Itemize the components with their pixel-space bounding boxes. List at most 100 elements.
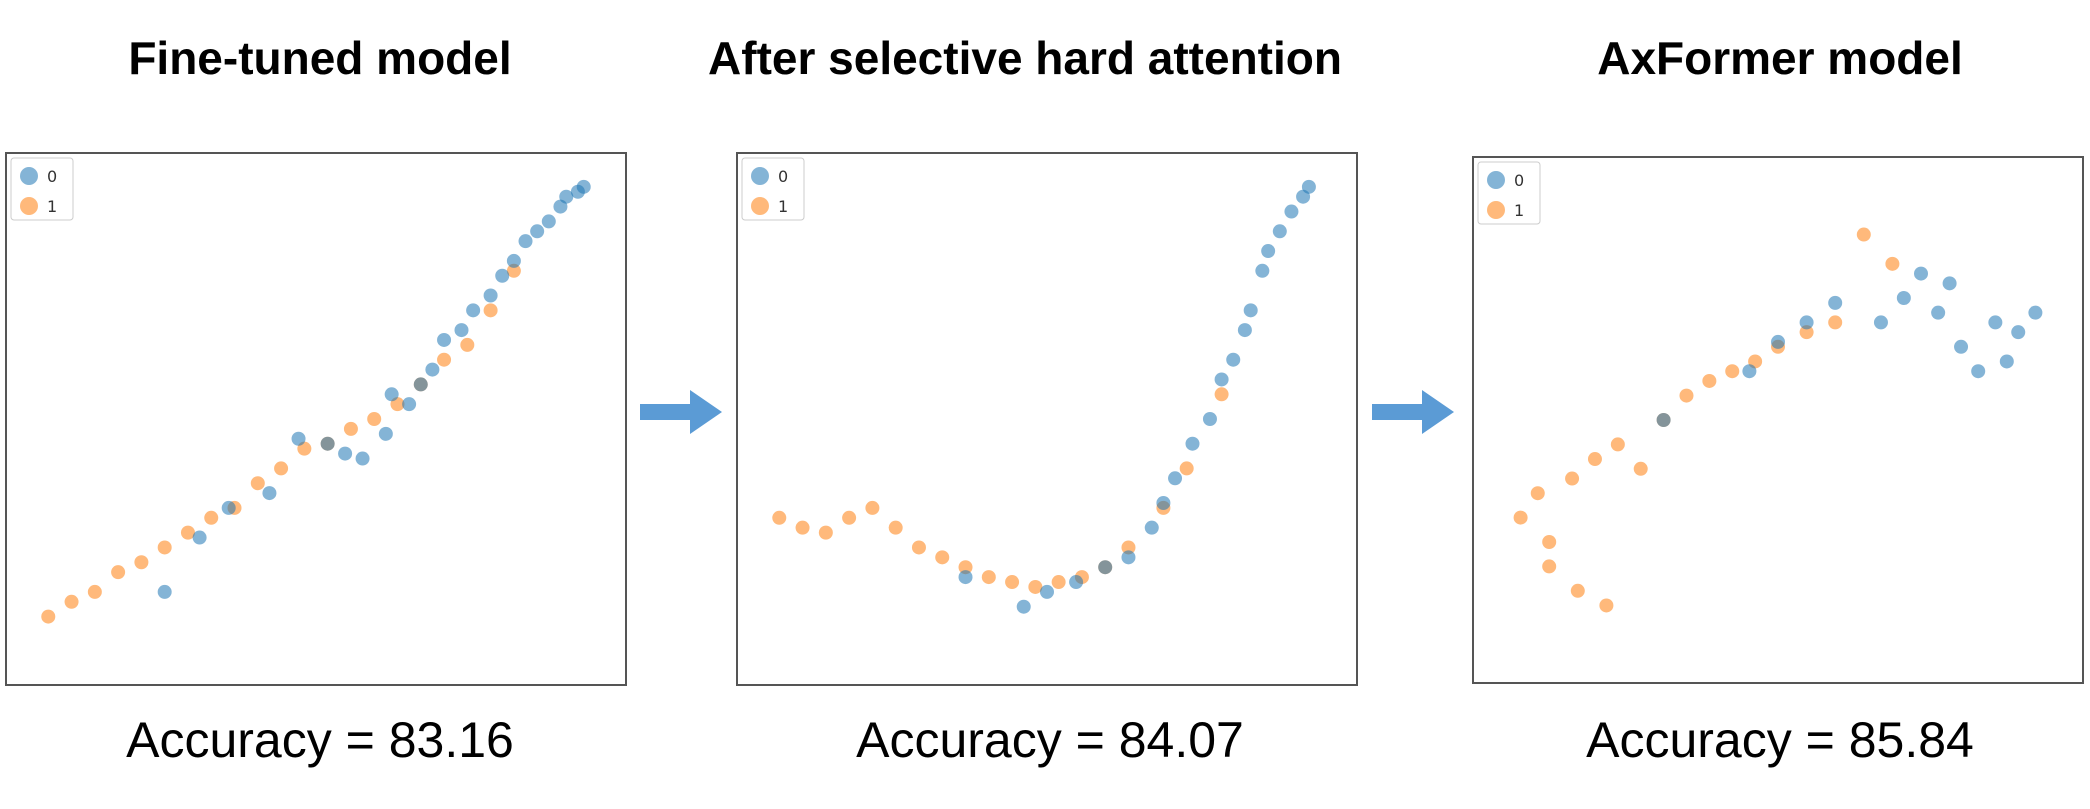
scatter-point-class-1 bbox=[87, 584, 102, 599]
scatter-point-class-1 bbox=[842, 510, 857, 525]
scatter-point-class-0 bbox=[1799, 315, 1814, 330]
scatter-point-class-0 bbox=[355, 451, 370, 466]
scatter-point-class-0 bbox=[576, 179, 591, 194]
legend-label-0: 0 bbox=[47, 167, 57, 186]
scatter-point-class-1 bbox=[1542, 559, 1557, 574]
legend-label-1: 1 bbox=[47, 197, 57, 216]
scatter-point-class-1 bbox=[111, 565, 126, 580]
scatter-point-class-0 bbox=[1202, 412, 1217, 426]
scatter-point-class-0 bbox=[541, 214, 556, 229]
scatter-point-class-0 bbox=[1214, 372, 1229, 387]
scatter-point-class-0 bbox=[262, 486, 277, 501]
scatter-point-class-0 bbox=[1156, 495, 1171, 510]
scatter-point-class-1 bbox=[1028, 579, 1043, 594]
panel-2-accuracy: Accuracy = 84.07 bbox=[856, 712, 1244, 768]
scatter-point-class-1 bbox=[506, 263, 521, 278]
legend-marker-1 bbox=[1487, 201, 1505, 219]
scatter-point-class-1 bbox=[981, 570, 996, 585]
scatter-point-class-1 bbox=[1121, 540, 1136, 555]
scatter-point-class-1 bbox=[367, 412, 382, 426]
scatter-point-class-1 bbox=[274, 461, 289, 476]
chart-legend: 01 bbox=[741, 157, 805, 221]
scatter-point-class-1 bbox=[1565, 471, 1580, 486]
scatter-point-class-1 bbox=[1005, 575, 1020, 590]
scatter-point-class-1 bbox=[250, 476, 265, 491]
panel-2-title: After selective hard attention bbox=[708, 32, 1342, 84]
scatter-plot-3: 01 bbox=[1477, 161, 2043, 613]
scatter-point-class-0 bbox=[559, 189, 574, 204]
right-arrow-icon-shape bbox=[1372, 390, 1454, 434]
legend-marker-0 bbox=[1487, 171, 1505, 189]
legend-label-0: 0 bbox=[778, 167, 788, 186]
scatter-point-class-0 bbox=[506, 253, 521, 268]
scatter-point-class-0 bbox=[2028, 305, 2043, 320]
scatter-point-class-0 bbox=[1016, 599, 1031, 614]
scatter-point-class-0 bbox=[1185, 436, 1200, 451]
scatter-point-class-1 bbox=[1599, 598, 1614, 613]
scatter-point-class-0 bbox=[1873, 315, 1888, 330]
scatter-point-class-0 bbox=[466, 303, 481, 318]
scatter-point-class-0 bbox=[1914, 266, 1928, 281]
scatter-point-class-0 bbox=[1168, 471, 1183, 486]
scatter-point-class-0 bbox=[2011, 325, 2026, 340]
scatter-point-class-0 bbox=[1069, 575, 1084, 590]
scatter-point-class-1 bbox=[1051, 575, 1066, 590]
chart-legend: 01 bbox=[1477, 161, 1541, 225]
scatter-point-class-1 bbox=[1856, 227, 1871, 242]
scatter-point-class-0 bbox=[1284, 204, 1299, 219]
scatter-point-class-0 bbox=[1896, 291, 1911, 305]
scatter-point-class-0 bbox=[1771, 334, 1785, 349]
legend-marker-1 bbox=[751, 197, 769, 215]
scatter-point-class-1 bbox=[888, 520, 903, 535]
scatter-point-class-1 bbox=[437, 352, 452, 367]
scatter-point-class-0 bbox=[402, 397, 417, 412]
scatter-point-class-0 bbox=[495, 268, 510, 283]
scatter-point-class-1 bbox=[1214, 387, 1229, 402]
legend-marker-0 bbox=[751, 167, 769, 185]
scatter-point-class-1 bbox=[483, 303, 498, 318]
panel-3-title: AxFormer model bbox=[1597, 32, 1963, 84]
scatter-point-class-0 bbox=[157, 584, 172, 599]
scatter-point-class-1 bbox=[935, 550, 950, 565]
legend-box bbox=[10, 157, 74, 221]
scatter-point-class-1 bbox=[1179, 461, 1194, 476]
scatter-point-class-1 bbox=[958, 560, 973, 575]
scatter-point-class-0 bbox=[425, 362, 440, 377]
right-arrow-icon bbox=[1372, 390, 1454, 434]
scatter-point-class-0 bbox=[1272, 224, 1287, 239]
scatter-point-class-0 bbox=[483, 288, 498, 303]
scatter-point-class-0 bbox=[1656, 413, 1671, 427]
scatter-point-class-0 bbox=[1971, 364, 1986, 379]
scatter-point-class-0 bbox=[1226, 352, 1241, 367]
scatter-point-class-1 bbox=[1610, 437, 1625, 452]
scatter-point-class-1 bbox=[343, 421, 358, 436]
scatter-point-class-0 bbox=[320, 436, 335, 451]
scatter-point-class-1 bbox=[134, 555, 149, 570]
scatter-point-class-0 bbox=[1144, 520, 1159, 535]
scatter-point-class-1 bbox=[1799, 325, 1814, 340]
legend-label-0: 0 bbox=[1514, 171, 1524, 190]
scatter-point-class-1 bbox=[865, 500, 880, 515]
scatter-point-class-1 bbox=[1828, 315, 1843, 330]
scatter-point-class-1 bbox=[795, 520, 810, 535]
scatter-point-class-0 bbox=[291, 431, 306, 446]
panel-1-title: Fine-tuned model bbox=[128, 32, 512, 84]
scatter-point-class-1 bbox=[772, 510, 787, 525]
scatter-point-class-0 bbox=[1999, 354, 2014, 369]
scatter-point-class-0 bbox=[221, 500, 236, 515]
legend-box bbox=[741, 157, 805, 221]
scatter-point-class-0 bbox=[384, 387, 399, 402]
scatter-point-class-1 bbox=[460, 337, 475, 352]
scatter-point-class-1 bbox=[1885, 256, 1900, 271]
scatter-point-class-1 bbox=[1513, 510, 1528, 525]
right-arrow-icon-shape bbox=[640, 390, 722, 434]
scatter-point-class-0 bbox=[1942, 276, 1957, 291]
legend-marker-1 bbox=[20, 197, 38, 215]
scatter-point-class-0 bbox=[1040, 584, 1054, 599]
scatter-point-class-0 bbox=[1988, 315, 2003, 330]
scatter-point-class-0 bbox=[1243, 303, 1258, 318]
panel-3-accuracy: Accuracy = 85.84 bbox=[1586, 712, 1974, 768]
scatter-point-class-1 bbox=[1542, 535, 1557, 549]
